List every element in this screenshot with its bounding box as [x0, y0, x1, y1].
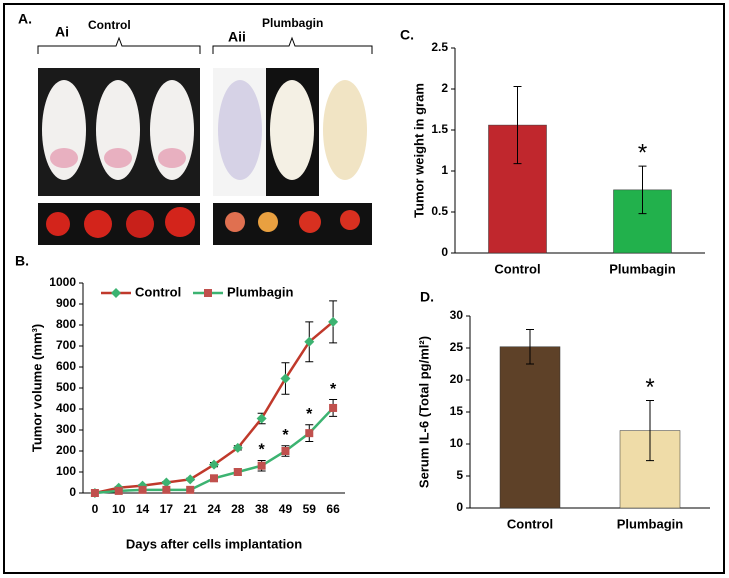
x-tick-label: 24 — [207, 502, 221, 516]
y-tick-label: 900 — [56, 296, 76, 310]
photo-tumors-control — [38, 203, 200, 245]
annotation: * — [306, 406, 313, 423]
annotation: * — [282, 427, 289, 444]
x-tick-label: 38 — [255, 502, 269, 516]
bar — [499, 346, 561, 509]
marker — [329, 403, 338, 412]
y-tick-label: 20 — [450, 372, 464, 386]
marker — [186, 485, 195, 494]
marker — [281, 447, 290, 455]
x-tick-label: 21 — [184, 502, 198, 516]
y-axis-label: Tumor weight in gram — [411, 83, 426, 218]
marker — [138, 485, 147, 494]
marker — [210, 474, 218, 483]
y-tick-label: 25 — [450, 340, 464, 354]
y-tick-label: 5 — [456, 468, 463, 482]
y-tick-label: 1 — [441, 163, 448, 177]
annotation: * — [330, 381, 337, 398]
y-tick-label: 500 — [56, 380, 76, 394]
y-tick-label: 0 — [441, 245, 448, 259]
x-tick-label: 28 — [231, 502, 245, 516]
x-tick-label: 10 — [112, 502, 126, 516]
y-tick-label: 0.5 — [431, 204, 448, 218]
y-tick-label: 10 — [450, 436, 464, 450]
marker — [257, 461, 266, 470]
x-tick-label: Plumbagin — [609, 261, 676, 276]
x-tick-label: 49 — [279, 502, 293, 516]
y-axis-label: Tumor volume (mm³) — [29, 324, 44, 452]
group-label: Aii — [228, 29, 246, 45]
y-tick-label: 0 — [456, 500, 463, 514]
photo-mice-control — [38, 68, 200, 196]
y-tick-label: 0 — [69, 485, 76, 499]
marker — [328, 316, 339, 327]
legend-label: Control — [135, 284, 181, 299]
annotation: * — [645, 374, 654, 401]
error-bar — [646, 399, 654, 462]
marker — [305, 429, 314, 438]
y-tick-label: 15 — [450, 404, 464, 418]
photo-mice-plumbagin — [213, 68, 372, 196]
legend-label: Plumbagin — [227, 284, 294, 299]
panel-label: D. — [420, 289, 434, 305]
y-tick-label: 400 — [56, 401, 76, 415]
marker — [256, 413, 267, 424]
y-axis-label: Serum IL-6 (Total pg/ml²) — [416, 336, 431, 488]
y-tick-label: 600 — [56, 359, 76, 373]
x-tick-label: 17 — [160, 502, 174, 516]
marker — [162, 485, 171, 494]
marker — [204, 289, 212, 297]
marker — [185, 474, 196, 485]
y-tick-label: 100 — [56, 464, 76, 478]
y-tick-label: 700 — [56, 338, 76, 352]
y-tick-label: 1.5 — [431, 122, 448, 136]
y-tick-label: 2.5 — [431, 40, 448, 54]
annotation: * — [638, 139, 647, 166]
marker — [209, 459, 219, 470]
error-bar — [526, 328, 534, 365]
x-axis-label: Days after cells implantation — [126, 536, 302, 551]
y-tick-label: 30 — [450, 308, 464, 322]
bracket — [37, 36, 201, 54]
x-tick-label: Control — [494, 261, 540, 276]
marker — [114, 486, 123, 495]
marker — [232, 442, 243, 453]
panel-label: C. — [400, 27, 414, 43]
group-label: Ai — [55, 24, 69, 40]
marker — [111, 288, 121, 298]
panel-label: A. — [18, 11, 32, 27]
frame — [3, 3, 725, 574]
group-name: Plumbagin — [262, 16, 323, 30]
marker — [233, 468, 242, 476]
marker — [90, 489, 99, 497]
marker — [161, 477, 172, 488]
error-bar — [638, 165, 647, 215]
y-tick-label: 200 — [56, 443, 76, 457]
x-tick-label: 0 — [92, 502, 99, 516]
bracket — [212, 36, 373, 54]
y-tick-label: 800 — [56, 317, 76, 331]
panel-label: B. — [15, 253, 29, 269]
error-bar — [513, 86, 522, 165]
y-tick-label: 300 — [56, 422, 76, 436]
x-tick-label: 59 — [303, 502, 317, 516]
group-name: Control — [88, 18, 131, 32]
marker — [280, 373, 291, 384]
marker — [304, 336, 315, 347]
annotation: * — [259, 442, 266, 459]
photo-tumors-plumbagin — [213, 203, 372, 245]
x-tick-label: 66 — [326, 502, 340, 516]
x-tick-label: Plumbagin — [617, 516, 684, 531]
y-tick-label: 2 — [441, 81, 448, 95]
x-tick-label: 14 — [136, 502, 150, 516]
y-tick-label: 1000 — [49, 275, 76, 289]
x-tick-label: Control — [507, 516, 553, 531]
